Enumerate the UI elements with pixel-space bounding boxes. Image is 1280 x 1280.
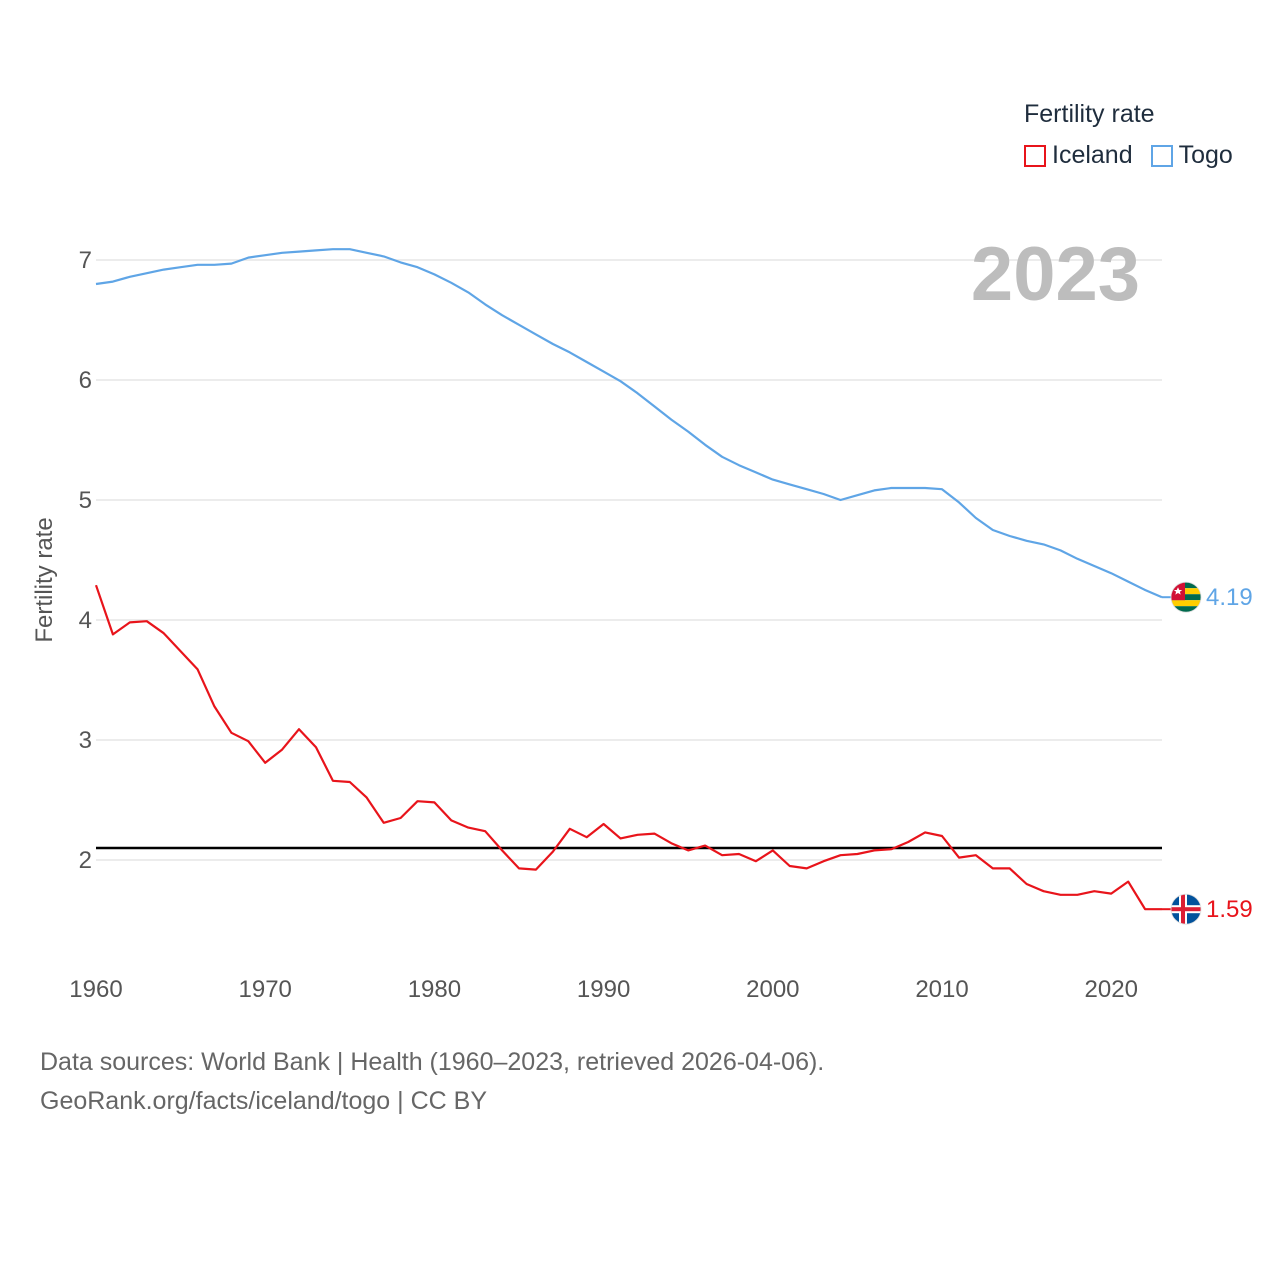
data-source-note: Data sources: World Bank | Health (1960–… (40, 1048, 825, 1076)
attribution-link[interactable]: GeoRank.org/facts/iceland/togo | CC BY (40, 1087, 487, 1115)
series-line-iceland (94, 584, 1162, 911)
footer: Data sources: World Bank | Health (1960–… (40, 1043, 824, 1121)
end-value-togo: 4.19 (1206, 584, 1253, 611)
fertility-line-chart: 2 3 4 5 6 7 1960 1970 1980 1990 2000 2010 2020 Fert… (31, 232, 1253, 1003)
legend-swatch-iceland (1024, 144, 1046, 167)
current-year-label: 2023 (971, 232, 1140, 317)
legend-title: Fertility rate (1024, 100, 1155, 128)
x-tick-1990: 1990 (577, 976, 630, 1003)
legend-label-togo: Togo (1178, 141, 1233, 169)
y-tick-3: 3 (79, 727, 92, 754)
legend: Fertility rate Iceland Togo (1024, 100, 1251, 170)
flag-togo-icon (1170, 581, 1202, 613)
gridlines (96, 259, 1162, 861)
x-tick-1960: 1960 (69, 976, 122, 1003)
x-tick-2020: 2020 (1085, 976, 1138, 1003)
legend-item-iceland[interactable]: Iceland (1024, 141, 1133, 170)
legend-items: Iceland Togo (1024, 141, 1251, 170)
legend-label-iceland: Iceland (1052, 141, 1133, 169)
x-axis-ticks: 1960 1970 1980 1990 2000 2010 2020 (69, 976, 1138, 1003)
y-axis-ticks: 2 3 4 5 6 7 (79, 247, 92, 874)
x-tick-2010: 2010 (915, 976, 968, 1003)
y-axis-label: Fertility rate (31, 517, 58, 642)
legend-item-togo[interactable]: Togo (1150, 141, 1233, 170)
y-tick-5: 5 (79, 487, 92, 514)
y-tick-2: 2 (79, 847, 92, 874)
x-tick-1980: 1980 (408, 976, 461, 1003)
legend-swatch-togo (1150, 144, 1173, 167)
flag-iceland-icon (1170, 893, 1202, 925)
x-tick-2000: 2000 (746, 976, 799, 1003)
y-tick-7: 7 (79, 247, 92, 274)
end-markers: 4.19 1.59 (1162, 581, 1253, 925)
series-group (94, 248, 1163, 911)
series-line-togo (95, 248, 1163, 599)
y-tick-4: 4 (79, 607, 92, 634)
x-tick-1970: 1970 (239, 976, 292, 1003)
end-value-iceland: 1.59 (1206, 896, 1253, 923)
y-tick-6: 6 (79, 367, 92, 394)
